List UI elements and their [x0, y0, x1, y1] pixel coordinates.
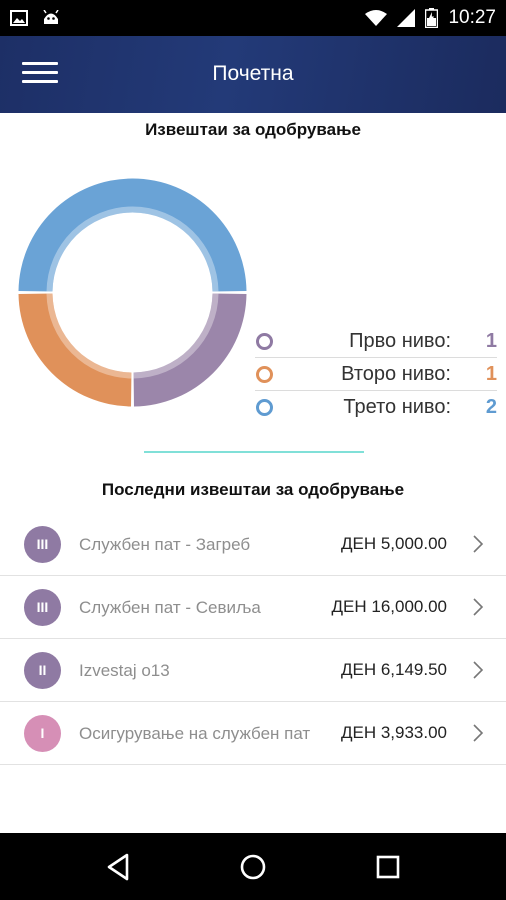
approval-reports-title: Извештаи за одобрување [145, 120, 361, 139]
level-badge: III [24, 525, 61, 563]
report-name: Службен пат - Загреб [79, 534, 251, 554]
status-bar: 10:27 [0, 0, 506, 36]
donut-slice-3[interactable] [18, 178, 247, 292]
donut-slice-1[interactable] [133, 293, 247, 407]
legend-label: Второ ниво: [341, 362, 451, 385]
chevron-right-icon [473, 724, 484, 742]
home-icon[interactable] [233, 847, 273, 887]
system-nav-bar [0, 833, 506, 900]
donut-slice-2[interactable] [18, 293, 132, 407]
legend-item-level-2[interactable]: Второ ниво: 1 [255, 358, 497, 391]
legend-value: 2 [485, 396, 497, 418]
donut-slice-highlight-1 [133, 293, 219, 379]
app-bar: Почетна [0, 36, 506, 113]
recent-reports-title: Последни извештаи за одобрување [101, 480, 405, 499]
report-amount: ДЕН 3,933.00 [340, 723, 447, 742]
list-item[interactable]: III Службен пат - Загреб ДЕН 5,000.00 [0, 513, 506, 576]
legend-ring-icon [256, 399, 273, 416]
chevron-right-icon [473, 598, 484, 616]
image-icon [10, 10, 28, 26]
level-badge: III [24, 588, 61, 626]
chart-legend: Прво ниво: 1 Второ ниво: 1 Трето ниво: 2 [255, 325, 497, 424]
android-icon [43, 10, 59, 24]
level-badge: II [24, 651, 61, 689]
recents-icon[interactable] [368, 847, 408, 887]
legend-value: 1 [485, 362, 497, 385]
level-badge: I [24, 714, 61, 752]
approval-donut-chart[interactable] [16, 176, 249, 409]
legend-label: Прво ниво: [349, 329, 451, 352]
legend-label: Трето ниво: [343, 396, 451, 418]
report-name: Службен пат - Севиља [79, 597, 261, 617]
report-name: Осигурување на службен пат [79, 723, 311, 743]
legend-item-level-1[interactable]: Прво ниво: 1 [255, 325, 497, 358]
signal-icon [397, 9, 416, 27]
page-title: Почетна [212, 62, 294, 85]
list-item[interactable]: II Izvestaj o13 ДЕН 6,149.50 [0, 639, 506, 702]
section-divider [144, 451, 364, 453]
legend-value: 1 [485, 329, 497, 352]
back-icon[interactable] [98, 847, 138, 887]
report-amount: ДЕН 5,000.00 [340, 534, 447, 553]
report-amount: ДЕН 6,149.50 [340, 660, 447, 679]
legend-item-level-3[interactable]: Трето ниво: 2 [255, 391, 497, 424]
chevron-right-icon [473, 535, 484, 553]
chevron-right-icon [473, 661, 484, 679]
list-item[interactable]: III Службен пат - Севиља ДЕН 16,000.00 [0, 576, 506, 639]
recent-reports-list: III Службен пат - Загреб ДЕН 5,000.00 II… [0, 513, 506, 765]
status-time: 10:27 [448, 7, 496, 28]
legend-ring-icon [256, 332, 273, 350]
report-name: Izvestaj o13 [79, 660, 170, 680]
wifi-icon [365, 9, 388, 26]
legend-ring-icon [256, 365, 273, 383]
donut-slice-highlight-2 [46, 293, 132, 379]
list-item[interactable]: I Осигурување на службен пат ДЕН 3,933.0… [0, 702, 506, 765]
report-amount: ДЕН 16,000.00 [331, 597, 447, 616]
hamburger-menu-icon[interactable] [22, 62, 58, 88]
battery-icon [425, 8, 439, 28]
